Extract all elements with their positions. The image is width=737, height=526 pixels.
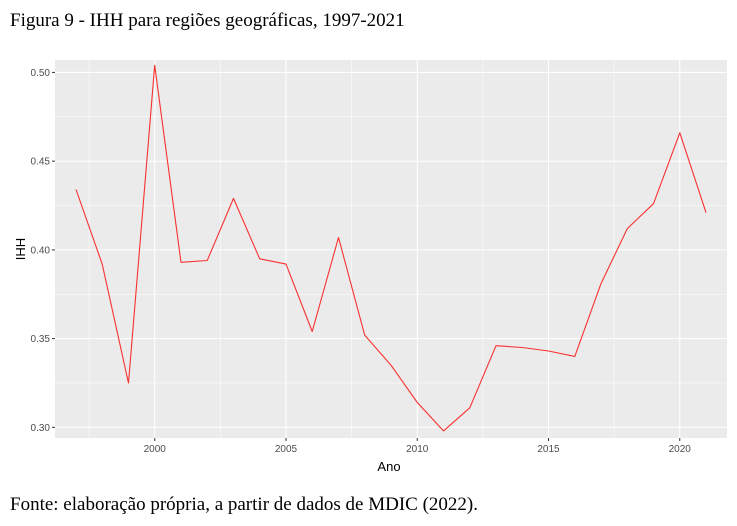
x-tick-label: 2000 bbox=[144, 444, 167, 455]
figure-title: Figura 9 - IHH para regiões geográficas,… bbox=[10, 10, 405, 31]
line-chart: 0.30 0.35 0.40 0.45 0.50 2000 2005 2010 2015 202… bbox=[13, 60, 727, 474]
y-axis-title: IHH bbox=[13, 238, 28, 260]
x-axis-ticks: 2000 2005 2010 2015 2020 bbox=[144, 438, 692, 455]
x-tick-label: 2020 bbox=[669, 444, 692, 455]
x-axis-title: Ano bbox=[377, 459, 400, 474]
y-axis-ticks: 0.30 0.35 0.40 0.45 0.50 bbox=[31, 68, 55, 434]
ihh-series-line bbox=[75, 64, 707, 432]
major-gridlines bbox=[55, 60, 727, 438]
x-tick-label: 2010 bbox=[406, 444, 429, 455]
x-tick-label: 2015 bbox=[537, 444, 560, 455]
x-tick-label: 2005 bbox=[275, 444, 298, 455]
y-tick-label: 0.40 bbox=[31, 245, 51, 256]
plot-panel bbox=[55, 60, 727, 438]
y-tick-label: 0.45 bbox=[31, 157, 51, 168]
y-tick-label: 0.50 bbox=[31, 68, 51, 79]
y-tick-label: 0.30 bbox=[31, 423, 51, 434]
y-tick-label: 0.35 bbox=[31, 334, 51, 345]
figure-source: Fonte: elaboração própria, a partir de d… bbox=[10, 494, 478, 515]
minor-gridlines bbox=[55, 60, 727, 438]
